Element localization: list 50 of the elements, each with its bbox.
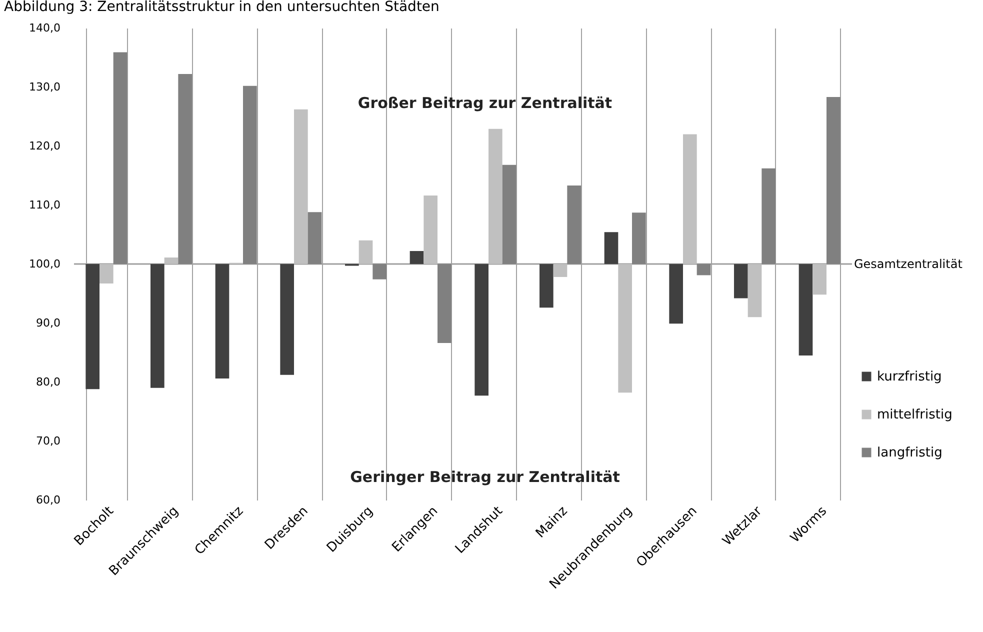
bar — [100, 264, 114, 284]
y-tick-label: 90,0 — [36, 316, 60, 330]
bar — [762, 168, 776, 264]
bar — [604, 232, 618, 264]
bar — [553, 264, 568, 277]
legend-label: langfristig — [877, 446, 942, 460]
legend-label: mittelfristig — [877, 408, 952, 422]
ref-line-label: Gesamtzentralität — [854, 257, 963, 271]
bar — [86, 264, 100, 390]
y-tick-label: 70,0 — [36, 434, 60, 448]
bar — [567, 186, 581, 264]
bar — [150, 264, 164, 388]
bar — [410, 251, 424, 264]
bar — [243, 86, 257, 264]
bar — [798, 264, 813, 356]
bar — [812, 264, 826, 295]
bar — [358, 240, 373, 264]
bar — [438, 264, 452, 344]
chart-title: Abbildung 3: Zentralitätsstruktur in den untersuchten Städten — [4, 0, 440, 15]
bar — [178, 74, 192, 264]
bar — [113, 52, 128, 264]
bar — [826, 97, 840, 264]
annotation: Großer Beitrag zur Zentralität — [358, 94, 612, 112]
bar — [215, 264, 230, 378]
bar — [164, 258, 178, 264]
bar — [540, 264, 554, 308]
bar — [696, 264, 711, 276]
y-tick-label: 140,0 — [29, 22, 60, 34]
bar — [308, 212, 322, 264]
bar — [502, 164, 516, 264]
bar — [669, 264, 683, 324]
y-tick-label: 110,0 — [29, 198, 60, 212]
y-tick-label: 130,0 — [29, 80, 60, 94]
bar — [294, 109, 308, 264]
y-tick-label: 100,0 — [29, 258, 60, 270]
bar — [618, 264, 632, 393]
bar — [474, 264, 488, 396]
bar — [372, 264, 386, 280]
bar — [734, 264, 748, 298]
bar — [748, 264, 762, 318]
bar — [683, 134, 697, 264]
y-tick-label: 120,0 — [29, 140, 60, 152]
y-tick-label: 80,0 — [36, 376, 60, 388]
y-tick-label: 60,0 — [36, 494, 60, 506]
bar — [488, 128, 502, 264]
bar — [280, 264, 294, 375]
legend-label: kurzfristig — [877, 370, 942, 384]
bar — [424, 196, 438, 264]
bar — [632, 212, 646, 264]
annotation: Geringer Beitrag zur Zentralität — [350, 468, 620, 486]
